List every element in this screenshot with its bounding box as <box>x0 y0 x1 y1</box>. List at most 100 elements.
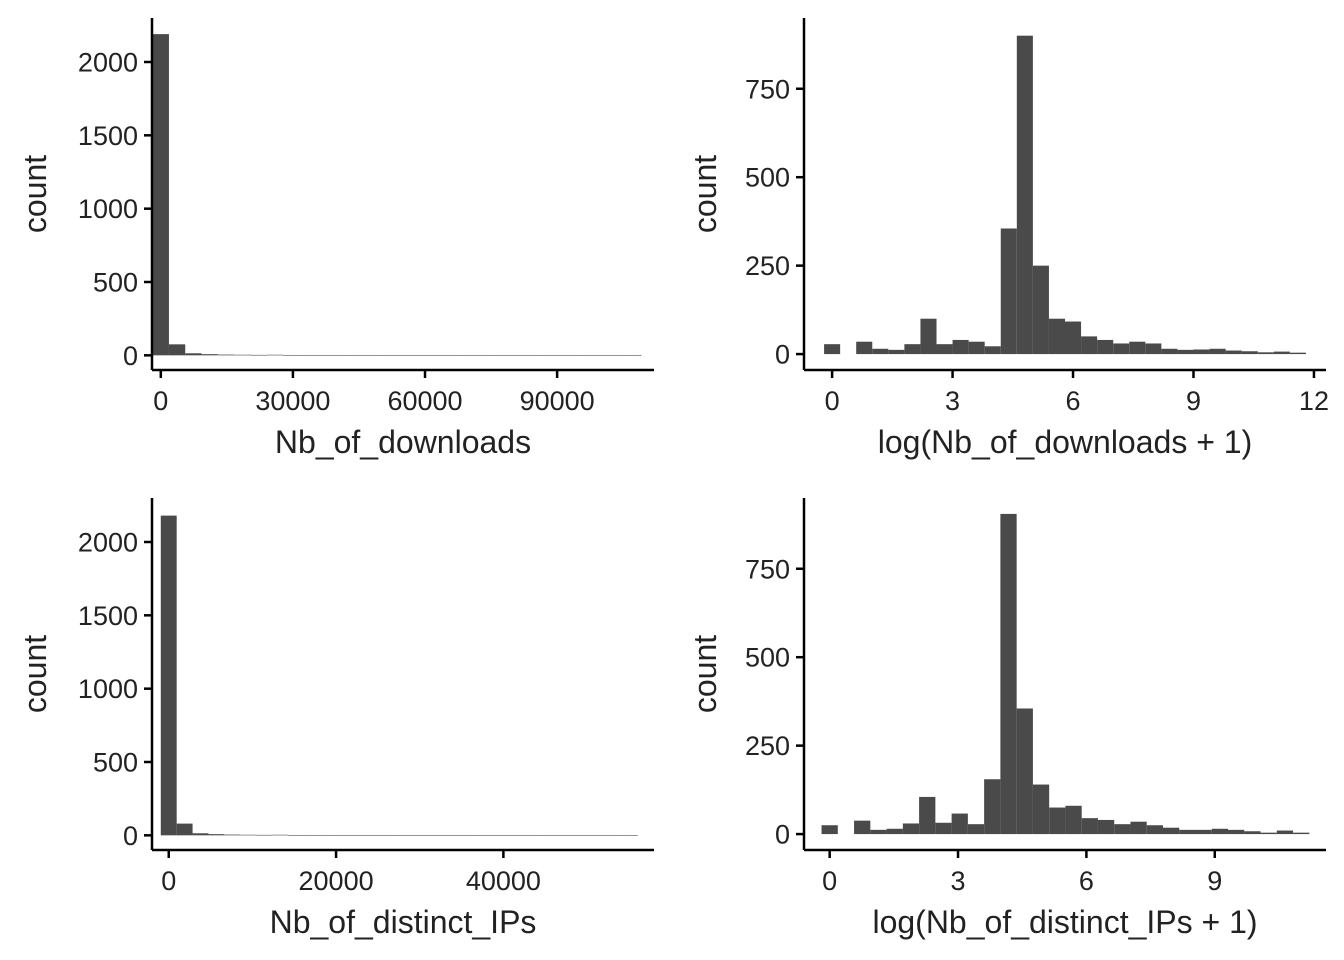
histogram-bar <box>1049 807 1066 835</box>
histogram-bar <box>605 835 622 836</box>
histogram-bar <box>1081 818 1098 835</box>
panel-log-distinct-ips: 0 250 500 750 0 3 6 9 log(Nb_of_distinct_IPs + 1… <box>687 498 1326 940</box>
histogram-bar <box>1276 830 1294 835</box>
histogram-bar <box>201 354 218 356</box>
histogram-bar <box>625 355 642 356</box>
x-tick-label: 3 <box>945 386 960 416</box>
histogram-bar <box>1130 821 1147 835</box>
histogram-bar <box>462 835 479 836</box>
y-tick-label: 500 <box>745 643 790 673</box>
y-tick-label: 1500 <box>78 121 138 151</box>
x-tick-label: 0 <box>153 386 168 416</box>
histogram-bar <box>208 834 225 836</box>
histogram-bar <box>1081 336 1098 355</box>
histogram-bar <box>478 355 495 356</box>
histogram-bar <box>1179 829 1196 835</box>
y-tick-label: 500 <box>93 748 138 778</box>
histogram-bar <box>576 355 593 356</box>
histogram-bar <box>397 355 414 356</box>
y-axis-title: count <box>687 635 723 713</box>
histogram-bar <box>526 835 543 836</box>
y-axis-title: count <box>687 155 723 233</box>
histogram-bar <box>888 349 905 355</box>
histogram-bar <box>1162 827 1180 835</box>
histogram-bar <box>1113 343 1130 355</box>
panel-log-downloads: 0 250 500 750 0 3 6 9 12 log(Nb_of_downloads + 1)… <box>687 18 1329 460</box>
histogram-bar <box>984 346 1001 355</box>
x-tick-label: 0 <box>822 866 837 896</box>
histogram-bar <box>283 355 300 356</box>
histogram-bar <box>968 341 985 355</box>
y-tick-label: 750 <box>745 74 790 104</box>
histogram-bar <box>415 835 432 836</box>
histogram-bar <box>319 835 336 836</box>
x-tick-label: 20000 <box>299 866 374 896</box>
histogram-bar <box>348 355 365 356</box>
y-axis-title: count <box>17 635 53 713</box>
histogram-bar <box>952 339 969 355</box>
histogram-bar <box>542 835 559 836</box>
histogram-bar <box>951 813 968 835</box>
histogram-bar <box>303 835 320 836</box>
histogram-bar <box>1293 832 1310 835</box>
histogram-bar <box>821 825 838 835</box>
histogram-bar <box>1145 343 1162 355</box>
histogram-bar <box>1193 349 1210 355</box>
histogram-bar <box>299 355 316 356</box>
histogram-bar <box>446 835 463 836</box>
histogram-bar <box>250 354 267 356</box>
x-tick-label: 6 <box>1066 386 1081 416</box>
histogram-bar <box>984 779 1001 835</box>
histogram-bar <box>478 835 495 836</box>
histogram-bar <box>494 355 512 356</box>
histogram-bar <box>870 829 887 835</box>
histogram-bar <box>543 355 560 356</box>
y-tick-label: 250 <box>745 251 790 281</box>
y-tick-label: 0 <box>775 820 790 850</box>
y-tick-label: 500 <box>745 163 790 193</box>
histogram-bar <box>431 835 447 836</box>
histogram-bar <box>967 824 985 835</box>
y-tick-label: 0 <box>123 821 138 851</box>
histogram-bar <box>429 355 446 356</box>
histogram-bar <box>160 515 177 836</box>
histogram-bar <box>367 835 384 836</box>
histogram-bar <box>176 823 193 836</box>
x-tick-label: 0 <box>825 386 840 416</box>
y-tick-label: 1500 <box>78 601 138 631</box>
histogram-bar <box>590 835 606 836</box>
x-tick-label: 9 <box>1207 866 1222 896</box>
histogram-bar <box>1177 349 1194 355</box>
x-axis-title: Nb_of_downloads <box>275 424 531 460</box>
x-tick-label: 3 <box>951 866 966 896</box>
x-axis-title: log(Nb_of_downloads + 1) <box>878 424 1252 460</box>
x-tick-label: 12 <box>1299 386 1329 416</box>
histogram-bar <box>621 835 638 836</box>
histogram-bar <box>462 355 479 356</box>
y-tick-label: 0 <box>123 341 138 371</box>
histogram-bar <box>272 834 288 836</box>
histogram-bar <box>364 355 381 356</box>
histogram-bar <box>1016 35 1033 355</box>
y-tick-label: 500 <box>93 268 138 298</box>
histogram-bar <box>1244 831 1261 835</box>
y-tick-label: 750 <box>745 554 790 584</box>
histogram-bar <box>1209 348 1226 355</box>
histogram-bar <box>935 822 952 835</box>
histogram-bar <box>510 835 527 836</box>
y-tick-label: 2000 <box>78 528 138 558</box>
histogram-bar <box>1228 829 1245 835</box>
histogram-bar <box>1161 348 1178 355</box>
histogram-bar <box>608 355 626 356</box>
y-tick-label: 1000 <box>78 194 138 224</box>
histogram-bar <box>559 355 577 356</box>
x-tick-label: 90000 <box>520 386 595 416</box>
histogram-bar <box>1146 825 1163 835</box>
histogram-bar <box>1260 832 1277 835</box>
y-tick-label: 2000 <box>78 48 138 78</box>
histogram-bar <box>856 341 873 355</box>
histogram-bar <box>902 823 920 835</box>
histogram-bar <box>351 835 368 836</box>
y-tick-label: 250 <box>745 731 790 761</box>
